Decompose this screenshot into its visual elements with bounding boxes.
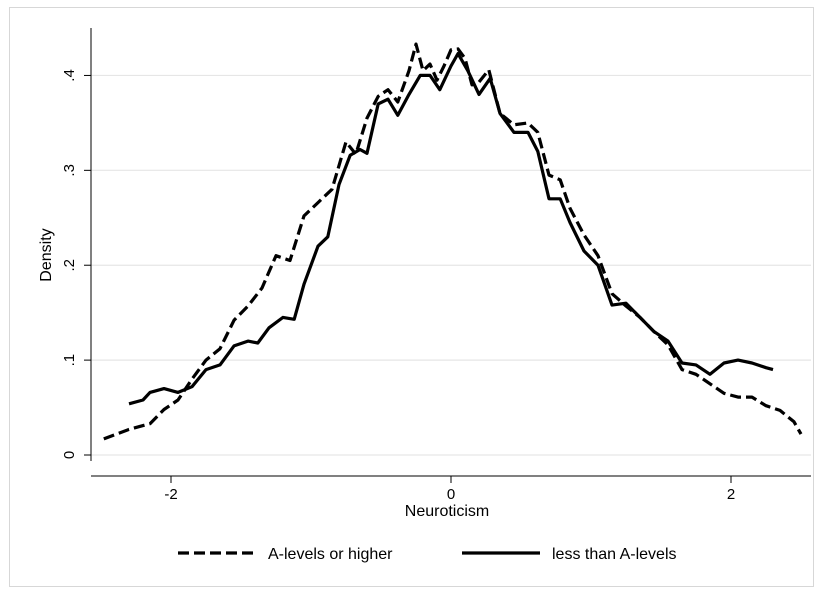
x-tick-label: 2 [727, 486, 735, 503]
series-line-a-levels-or-higher [103, 42, 803, 441]
y-tick-label: .4 [61, 69, 78, 82]
legend-label-less-than-a-levels: less than A-levels [552, 546, 677, 563]
series [103, 42, 803, 441]
y-tick-label: 0 [61, 451, 78, 459]
y-axis-label: Density [38, 228, 55, 281]
y-tick-label: .2 [61, 259, 78, 272]
series-line-less-than-a-levels [128, 52, 774, 406]
y-tick-label: .3 [61, 164, 78, 177]
ticks: 0 .1 .2 .3 .4 -2 0 2 [61, 69, 735, 503]
x-axis-label: Neuroticism [405, 503, 489, 520]
gridlines [91, 74, 811, 456]
chart-frame: 0 .1 .2 .3 .4 -2 0 2 Neuroticism Density A-leve… [9, 7, 814, 587]
legend: A-levels or higher less than A-levels [178, 546, 677, 563]
x-tick-label: 0 [447, 486, 455, 503]
density-chart: 0 .1 .2 .3 .4 -2 0 2 Neuroticism Density A-leve… [38, 28, 811, 563]
axes [90, 28, 811, 477]
x-tick-label: -2 [164, 486, 177, 503]
y-tick-label: .1 [61, 354, 78, 367]
legend-label-a-levels: A-levels or higher [268, 546, 393, 563]
